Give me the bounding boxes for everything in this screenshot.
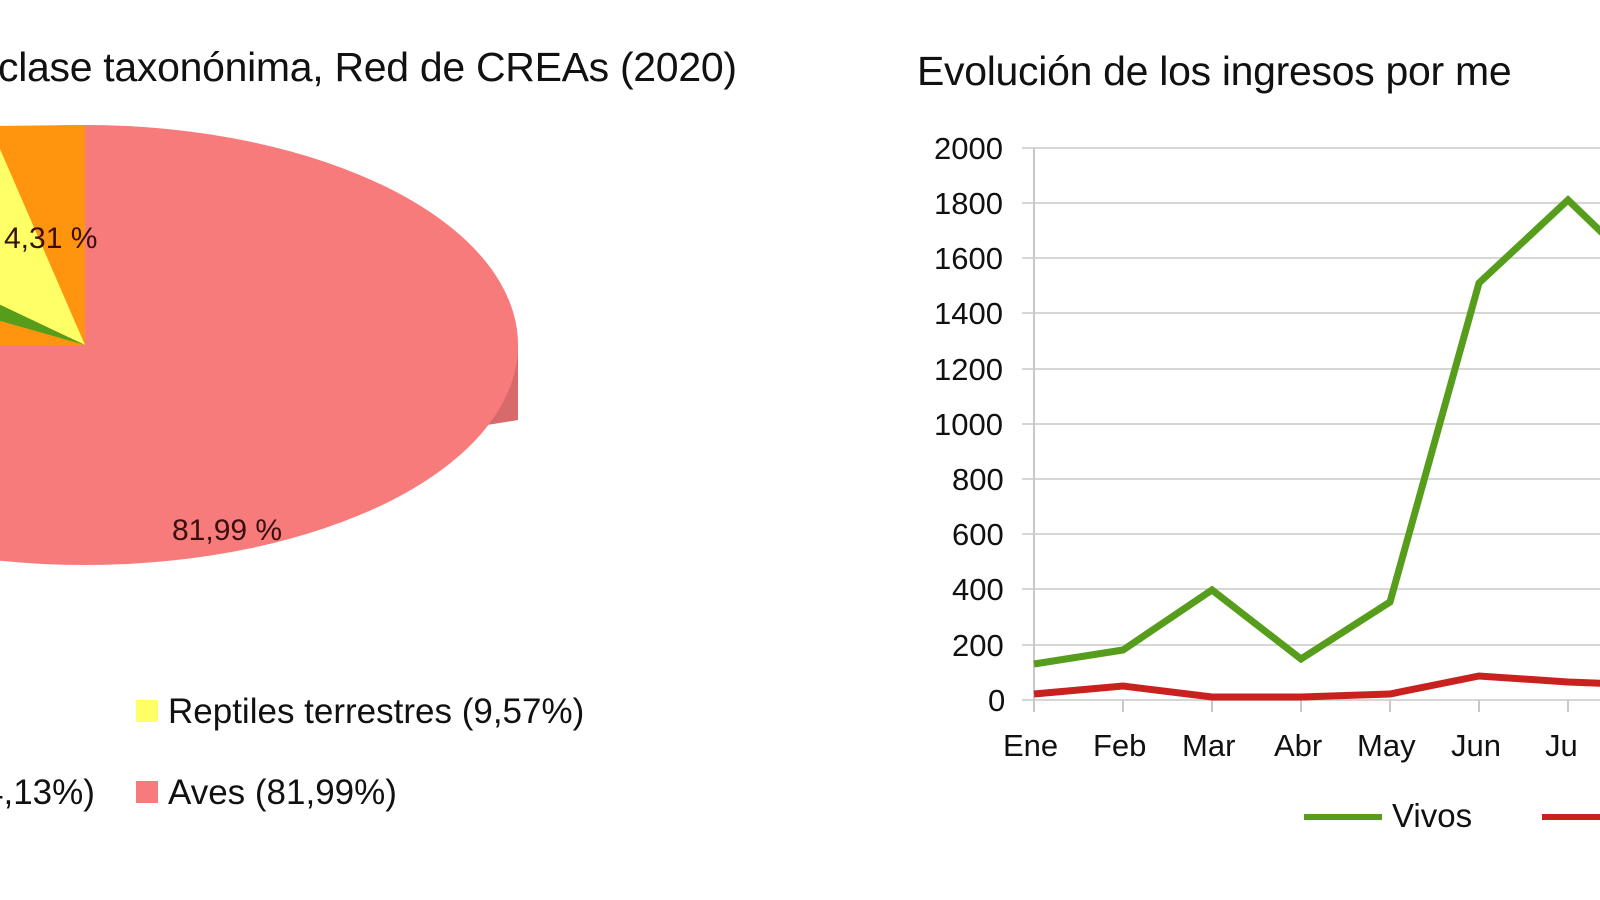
y-tick-1000: 1000: [934, 407, 1003, 442]
legend-label-vivos: Vivos: [1392, 797, 1473, 834]
pie-data-label-orange: 4,31 %: [4, 222, 98, 255]
x-tick-jun: Jun: [1451, 728, 1501, 763]
legend-label-aves: Aves (81,99%): [168, 773, 397, 812]
legend-label-cut: 4,13%): [0, 773, 95, 812]
legend-label-reptiles: Reptiles terrestres (9,57%): [168, 692, 585, 731]
x-tick-feb: Feb: [1093, 728, 1147, 763]
pie-chart-title: clase taxonónima, Red de CREAs (2020): [0, 44, 737, 90]
y-tick-600: 600: [952, 517, 1004, 552]
gridlines: [1022, 147, 1600, 701]
x-tick-mar: Mar: [1182, 728, 1236, 763]
x-tick-may: May: [1357, 728, 1416, 763]
y-tick-1600: 1600: [934, 241, 1003, 276]
pie-slice-aves: [0, 125, 518, 565]
y-tick-2000: 2000: [934, 131, 1003, 166]
line-chart-title: Evolución de los ingresos por me: [917, 48, 1512, 94]
x-tick-jul: Ju: [1545, 728, 1578, 763]
x-ticks: [1033, 700, 1569, 712]
series-red-line: [1033, 672, 1600, 701]
y-tick-0: 0: [988, 683, 1006, 718]
y-tick-200: 200: [952, 628, 1004, 663]
y-tick-1400: 1400: [934, 296, 1003, 331]
legend-swatch-aves: [136, 781, 158, 803]
legend-swatch-reptiles: [136, 700, 158, 722]
pie-data-label-aves: 81,99 %: [172, 514, 283, 547]
y-tick-1200: 1200: [934, 352, 1003, 387]
series-vivos-line: [1033, 195, 1600, 668]
y-tick-800: 800: [952, 462, 1004, 497]
pie-slice-reptiles: [0, 149, 85, 345]
pie-slice-green: [0, 304, 85, 345]
x-tick-abr: Abr: [1274, 728, 1323, 763]
x-tick-ene: Ene: [1003, 728, 1059, 763]
y-tick-400: 400: [952, 572, 1004, 607]
y-tick-1800: 1800: [934, 186, 1003, 221]
